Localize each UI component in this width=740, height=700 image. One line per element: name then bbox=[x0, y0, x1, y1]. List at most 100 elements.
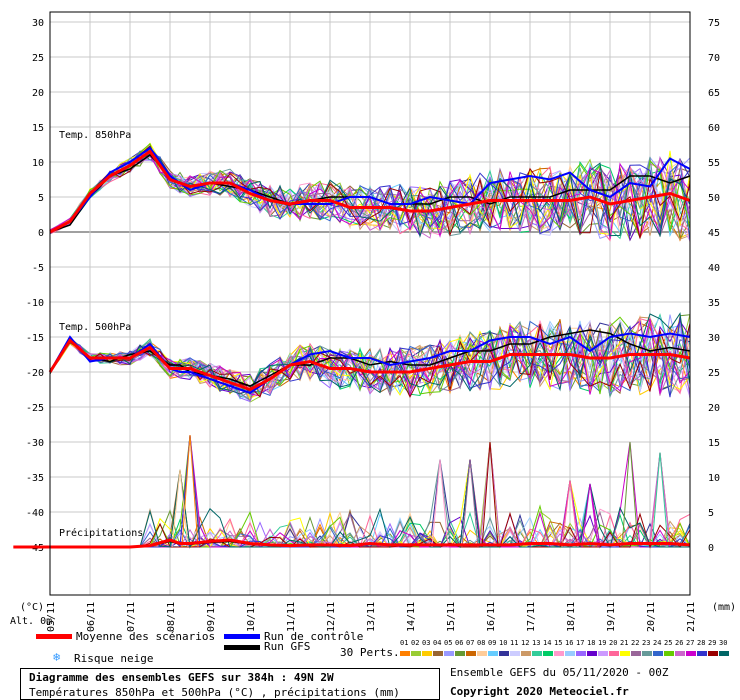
precip-peak bbox=[621, 441, 639, 548]
precip-peak bbox=[581, 483, 599, 548]
x-tick: 21/11 bbox=[686, 602, 697, 632]
y-left-tick: 0 bbox=[38, 228, 44, 239]
y-left-tick: -30 bbox=[26, 438, 44, 449]
x-tick: 15/11 bbox=[446, 602, 457, 632]
pert-number: 04 bbox=[433, 639, 442, 647]
x-tick: 20/11 bbox=[646, 602, 657, 632]
y-right-tick: 20 bbox=[708, 403, 720, 414]
x-tick: 19/11 bbox=[606, 602, 617, 632]
pert-precip-line bbox=[50, 511, 691, 549]
panel-label-precip: Précipitations bbox=[59, 527, 143, 539]
y-left-tick: 15 bbox=[32, 123, 44, 134]
pert-swatch bbox=[642, 651, 652, 656]
mean-precip-line bbox=[13, 538, 691, 549]
y-left-tick: 20 bbox=[32, 88, 44, 99]
pert-line bbox=[49, 315, 691, 402]
pert-number: 28 bbox=[697, 639, 706, 647]
pert-line bbox=[49, 312, 691, 395]
pert-number: 20 bbox=[609, 639, 618, 647]
snow-label: Risque neige bbox=[74, 652, 154, 665]
precip-peak bbox=[651, 452, 669, 548]
pert-swatch bbox=[609, 651, 619, 656]
pert-swatch bbox=[455, 651, 465, 656]
control-label: Run de contrôle bbox=[264, 630, 364, 643]
y-right-tick: 70 bbox=[708, 53, 720, 64]
pert-number: 13 bbox=[532, 639, 541, 647]
pert-number: 26 bbox=[675, 639, 684, 647]
pert-swatch bbox=[488, 651, 498, 656]
pert-swatch bbox=[554, 651, 564, 656]
x-axis: 05/11 06/11 07/11 08/11 09/11 10/11 11/11 12/11… bbox=[46, 602, 697, 632]
y-right-tick: 50 bbox=[708, 193, 720, 204]
pert-number: 01 bbox=[400, 639, 409, 647]
pert-swatch bbox=[708, 651, 718, 656]
pert-swatch bbox=[510, 651, 520, 656]
pert-number: 05 bbox=[444, 639, 453, 647]
gfs-swatch bbox=[224, 645, 260, 650]
pert-number: 30 bbox=[719, 639, 728, 647]
pert-swatch bbox=[543, 651, 553, 656]
pert-swatch bbox=[521, 651, 531, 656]
pert-swatch bbox=[675, 651, 685, 656]
pert-precip-line bbox=[50, 459, 690, 549]
pert-number: 21 bbox=[620, 639, 629, 647]
pert-number: 15 bbox=[554, 639, 563, 647]
y-right-tick: 45 bbox=[708, 228, 720, 239]
x-tick: 11/11 bbox=[286, 602, 297, 632]
y-right-tick: 60 bbox=[708, 123, 720, 134]
pert-swatch bbox=[598, 651, 608, 656]
control-swatch bbox=[224, 634, 260, 639]
control-line bbox=[49, 146, 691, 233]
pert-line bbox=[49, 316, 691, 397]
y-left-tick: 30 bbox=[32, 18, 44, 29]
pert-swatch bbox=[499, 651, 509, 656]
pert-number: 25 bbox=[664, 639, 673, 647]
precip-peak bbox=[171, 469, 189, 548]
footer-subtitle: Températures 850hPa et 500hPa (°C) , pré… bbox=[29, 686, 400, 699]
pert-swatch bbox=[400, 651, 410, 656]
pert-swatch bbox=[697, 651, 707, 656]
pert-number: 22 bbox=[631, 639, 640, 647]
x-tick: 14/11 bbox=[406, 602, 417, 632]
y-right-tick: 5 bbox=[708, 508, 714, 519]
title-box: Diagramme des ensembles GEFS sur 384h : … bbox=[20, 668, 440, 700]
y-left-tick: -40 bbox=[26, 508, 44, 519]
y-right-tick: 25 bbox=[708, 368, 720, 379]
x-tick: 06/11 bbox=[86, 602, 97, 632]
x-tick: 13/11 bbox=[366, 602, 377, 632]
pert-number: 03 bbox=[422, 639, 431, 647]
x-tick: 07/11 bbox=[126, 602, 137, 632]
precip-peak bbox=[431, 459, 449, 548]
pert-line bbox=[49, 142, 691, 240]
mean-swatch bbox=[36, 634, 72, 639]
y-left-tick: -25 bbox=[26, 403, 44, 414]
pert-swatch bbox=[433, 651, 443, 656]
x-tick: 05/11 bbox=[46, 602, 57, 632]
pert-swatch bbox=[664, 651, 674, 656]
y-left-tick: 10 bbox=[32, 158, 44, 169]
y-right-unit: (mm) bbox=[712, 602, 736, 613]
y-right-tick: 35 bbox=[708, 298, 720, 309]
pert-number: 18 bbox=[587, 639, 596, 647]
precip-peak bbox=[461, 459, 479, 548]
snowflake-icon: ❄ bbox=[53, 650, 61, 664]
precip-peak bbox=[481, 441, 499, 548]
y-left-tick: 25 bbox=[32, 53, 44, 64]
panel-label-850: Temp. 850hPa bbox=[59, 130, 131, 141]
pert-swatch bbox=[719, 651, 729, 656]
pert-number: 14 bbox=[543, 639, 552, 647]
x-tick: 16/11 bbox=[486, 602, 497, 632]
precip-peak bbox=[181, 434, 199, 548]
perts-label: 30 Perts. bbox=[340, 646, 400, 659]
precip-peak bbox=[561, 480, 579, 548]
y-left-tick: -20 bbox=[26, 368, 44, 379]
pert-swatch bbox=[444, 651, 454, 656]
pert-number: 24 bbox=[653, 639, 662, 647]
pert-swatch bbox=[686, 651, 696, 656]
pert-swatch bbox=[422, 651, 432, 656]
pert-swatch bbox=[532, 651, 542, 656]
copyright: Copyright 2020 Meteociel.fr bbox=[450, 685, 629, 698]
y-left-unit: (°C) bbox=[20, 602, 44, 613]
x-tick: 09/11 bbox=[206, 602, 217, 632]
